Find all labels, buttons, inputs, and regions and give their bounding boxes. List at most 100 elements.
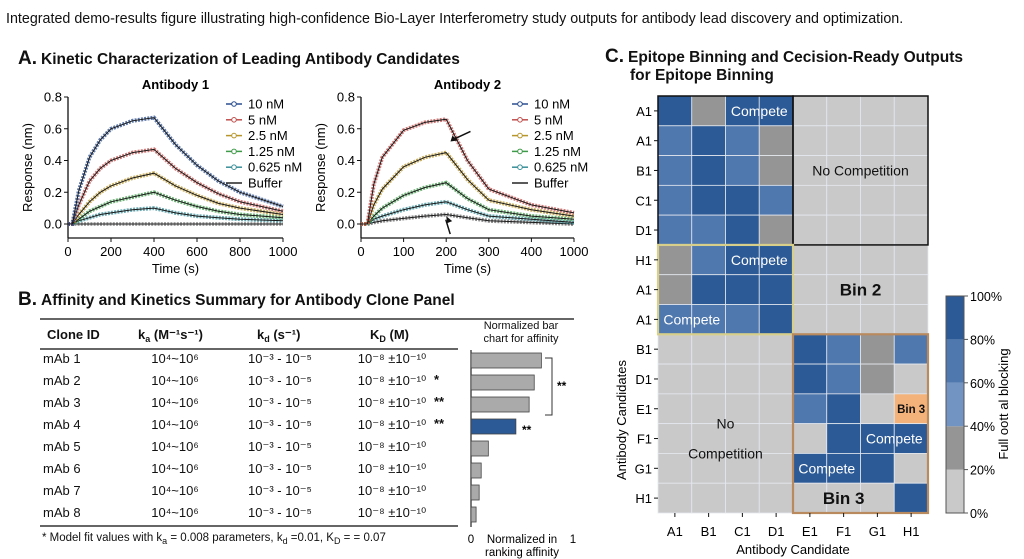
heatmap-cell [792,214,828,246]
y-tick-label: 0.6 [44,121,62,136]
legend-marker [231,164,237,170]
cell-kd: 10⁻³ - 10⁻⁵ [248,483,312,498]
heatmap-cell [826,214,861,246]
colorbar-tick-label: 80% [970,333,995,347]
heatmap-cell [792,125,828,156]
cell-ka: 10⁴~10⁶ [151,505,199,520]
heatmap-annotation: Compete [731,252,788,268]
header-clone-id: Clone ID [47,327,100,342]
heatmap-cell [792,184,828,216]
y-tick-label: 0.8 [337,90,355,105]
heatmap-row-label: A1 [636,283,652,298]
heatmap-row-label: A1 [636,104,652,119]
cell-KD: 10⁻⁸ ±10⁻¹⁰ [357,373,427,388]
heatmap-cell [893,244,929,276]
significance-bracket [545,357,553,416]
colorbar-segment [946,426,964,470]
header-ka-unit: (M⁻¹s⁻¹) [150,327,203,342]
cell-kd: 10⁻³ - 10⁻⁵ [248,395,312,410]
heatmap-cell [826,184,861,216]
footnote-sub: D [333,536,341,546]
colorbar-tick-label: 20% [970,464,995,478]
heatmap-annotation: Compete [866,431,923,447]
y-tick-label: 0.0 [44,217,62,232]
heatmap-cell [792,304,828,335]
cell-ka: 10⁴~10⁶ [151,483,199,498]
panel-a-letter: A. [18,48,37,69]
panel-b-title: B. Affinity and Kinetics Summary for Anti… [18,289,455,311]
heatmap-cell [725,184,760,216]
legend-label: Buffer [248,176,283,191]
legend-marker [231,117,237,123]
heatmap-cell [657,393,693,425]
heatmap-cell [758,184,794,216]
heatmap-row-label: H1 [635,491,652,506]
cell-kd: 10⁻³ - 10⁻⁵ [248,461,312,476]
heatmap-cell [657,95,693,127]
x-tick-label: 400 [143,244,165,259]
heatmap-cell [758,155,794,186]
heatmap-annotation: Bin 3 [823,489,865,508]
x-tick-label: 200 [435,244,457,259]
bar-mAb-1 [470,352,542,369]
heatmap-cell [725,393,760,425]
cell-clone: mAb 6 [43,461,81,476]
header-kd-sub: d [264,334,270,344]
colorbar-tick-label: 100% [970,290,1002,304]
heatmap-cell [758,423,794,454]
bar-x-axis-label: Normalized in ranking affinity [485,534,559,559]
series-fit-line [361,118,575,225]
legend-label: 5 nM [534,112,563,127]
heatmap-cell [691,333,726,365]
heatmap-cell [893,214,929,246]
table-header-rule [40,348,458,350]
heatmap-cell [691,244,726,276]
colorbar-segment [946,382,964,427]
figure-caption: Integrated demo-results figure illustrat… [6,11,904,27]
heatmap-cell [893,423,929,454]
series-fit-line [68,148,284,225]
panel-b-letter: B. [18,289,37,310]
heatmap-cell [725,333,760,365]
cell-KD: 10⁻⁸ ±10⁻¹⁰ [357,483,427,498]
heatmap-y-axis-label: Antibody Candidates [614,360,629,480]
heatmap-cell [657,482,693,514]
heatmap-cell [792,453,828,484]
cell-clone: mAb 5 [43,439,81,454]
significance-mark: ** [434,394,445,409]
heatmap-cell [657,423,693,454]
heatmap-annotation: Competition [688,445,763,461]
heatmap-cell [758,214,794,246]
legend-label: 1.25 nM [248,144,295,159]
heatmap-cell [860,214,895,246]
heatmap-cell [860,482,895,514]
header-ka-sub: a [145,334,151,344]
cell-ka: 10⁴~10⁶ [151,373,199,388]
heatmap-cell [657,453,693,484]
heatmap-col-label: E1 [802,524,818,539]
y-tick-label: 0.6 [337,121,355,136]
heatmap-cell [893,453,929,484]
bar-mAb-5 [470,440,489,457]
header-KD-main: K [370,327,380,342]
cell-KD: 10⁻⁸ ±10⁻¹⁰ [357,417,427,432]
heatmap-cell [860,244,895,276]
panel-b-title-text: Affinity and Kinetics Summary for Antibo… [41,292,455,309]
heatmap-x-axis-label: Antibody Candidate [736,542,849,557]
heatmap-cell [657,184,693,216]
heatmap-row-label: F1 [637,432,652,447]
heatmap-annotation: No Competition [812,163,909,179]
heatmap-row-label: A1 [636,134,652,149]
x-tick-label: 0 [357,244,364,259]
x-tick-label: 0 [64,244,71,259]
cell-clone: mAb 8 [43,505,81,520]
cell-KD: 10⁻⁸ ±10⁻¹⁰ [357,439,427,454]
significance-label: ** [557,379,567,393]
heatmap-cell [758,393,794,425]
heatmap-cell [893,95,929,127]
cell-KD: 10⁻⁸ ±10⁻¹⁰ [357,395,427,410]
x-tick-label: 600 [186,244,208,259]
cell-KD: 10⁻⁸ ±10⁻¹⁰ [357,505,427,520]
chart-title: Antibody 2 [434,77,501,92]
